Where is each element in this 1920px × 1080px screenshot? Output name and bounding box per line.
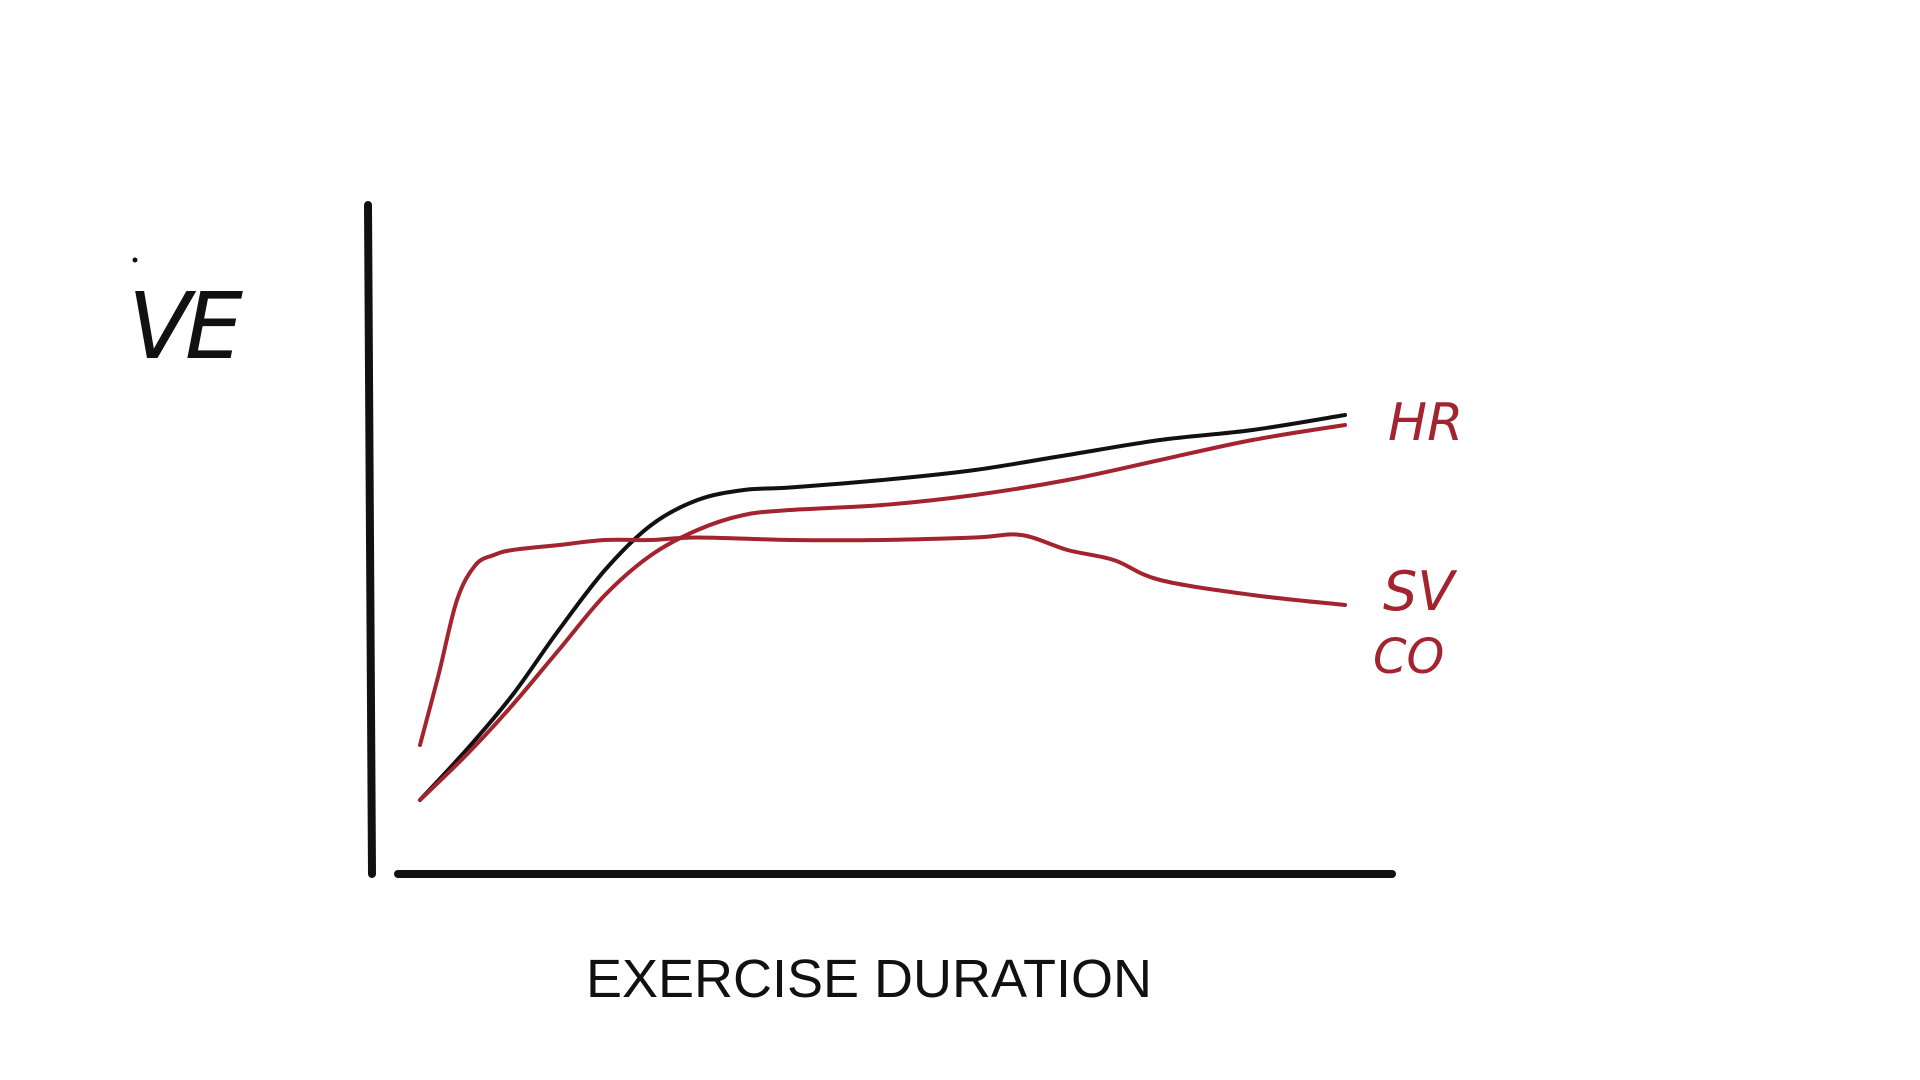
series-line-sv xyxy=(418,532,1347,747)
series-label-sv: SV xyxy=(1383,560,1458,623)
y-axis xyxy=(364,201,376,878)
y-axis-label: VE xyxy=(128,273,243,380)
annotation-co: CO xyxy=(1373,629,1444,685)
series-label-hr: HR xyxy=(1388,393,1463,453)
series-line-hr xyxy=(418,423,1347,802)
series-layer xyxy=(418,413,1347,802)
y-axis-label-group: VE xyxy=(128,257,249,380)
series-line-unlabeled xyxy=(418,413,1347,802)
x-axis-label: EXERCISE DURATION xyxy=(586,949,1152,1009)
y-label-dot-mark xyxy=(132,257,138,263)
